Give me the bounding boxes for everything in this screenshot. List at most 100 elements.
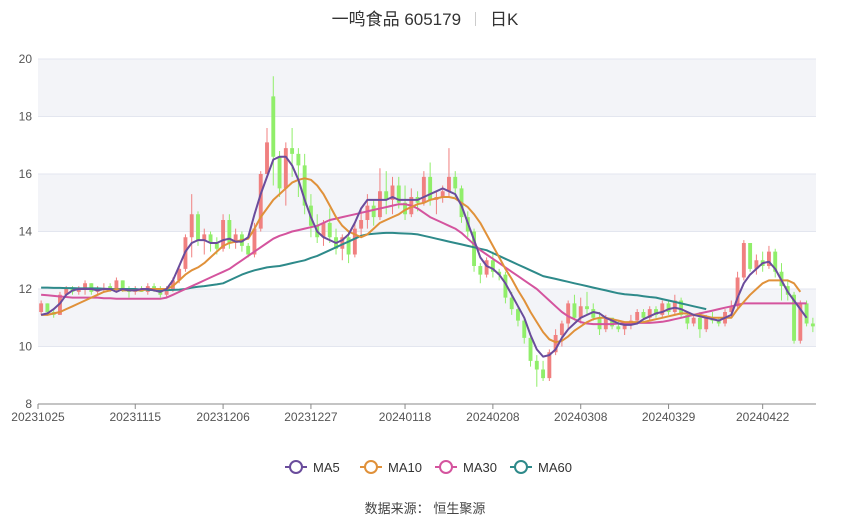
candle-body (252, 228, 257, 255)
candle-body (534, 360, 539, 370)
candle-body (585, 306, 589, 310)
candle-body (321, 222, 326, 238)
candle-body (447, 176, 451, 192)
candle-body (685, 314, 690, 324)
candle-body (547, 352, 552, 379)
y-tick-label: 12 (19, 282, 33, 296)
candle-body (83, 283, 88, 289)
candle-body (189, 214, 194, 238)
candle-body (352, 228, 357, 255)
candle-body (114, 280, 119, 289)
candle-body (428, 176, 433, 200)
candle-body (120, 280, 125, 289)
candle-body (327, 222, 332, 238)
grid-band (38, 174, 816, 232)
candle-body (541, 369, 546, 379)
candle-body (798, 303, 803, 341)
candle-body (258, 174, 263, 229)
period-label: 日K (490, 10, 519, 29)
candle-body (641, 312, 646, 318)
candle-body (566, 303, 571, 324)
candle-body (490, 260, 495, 272)
candle-body (754, 260, 759, 269)
candle-body (440, 191, 445, 197)
legend-label: MA30 (463, 460, 497, 475)
candle-body (403, 202, 407, 215)
candle-body (729, 306, 734, 312)
grid-band (38, 59, 816, 117)
candle-body (58, 294, 62, 315)
candle-body (340, 237, 345, 249)
candle-body (196, 214, 200, 241)
candle-body (227, 220, 232, 243)
candle-body (170, 280, 175, 289)
x-tick-label: 20231206 (196, 410, 250, 424)
legend-marker (439, 460, 453, 474)
candle-body (64, 289, 69, 295)
candle-body (202, 234, 207, 241)
candle-body (691, 317, 696, 324)
candle-body (478, 266, 483, 275)
candle-body (528, 337, 533, 361)
title-separator (475, 12, 477, 26)
candle-body (45, 303, 50, 312)
candle-body (647, 309, 652, 318)
candle-body (748, 243, 753, 269)
legend-marker (364, 460, 378, 474)
candle-body (804, 303, 809, 324)
candle-body (108, 286, 113, 289)
candle-body (497, 271, 502, 275)
candle-body (152, 286, 157, 289)
candle-body (164, 289, 169, 295)
candle-body (522, 320, 527, 338)
candle-body (660, 303, 665, 315)
y-tick-label: 20 (19, 52, 33, 66)
candle-body (384, 191, 389, 200)
stock-title: 一鸣食品 605179 (331, 10, 462, 29)
candle-body (792, 294, 796, 341)
candle-body (296, 153, 301, 166)
y-tick-label: 18 (19, 110, 33, 124)
candle-body (208, 234, 213, 243)
candle-body (553, 335, 558, 353)
source-provider: 恒生聚源 (433, 501, 486, 516)
candle-body (472, 231, 477, 266)
candle-body (503, 274, 508, 298)
legend-label: MA60 (538, 460, 572, 475)
x-tick-label: 20240308 (554, 410, 608, 424)
candle-body (246, 245, 251, 255)
ma5-line (40, 155, 808, 358)
candle-body (346, 237, 351, 255)
x-tick-label: 20231115 (109, 410, 161, 424)
candle-body (277, 156, 282, 189)
legend-marker (289, 460, 303, 474)
candle-body (679, 300, 684, 315)
candle-body (453, 176, 458, 189)
candle-body (377, 191, 382, 218)
source-label: 数据来源： (364, 501, 430, 516)
candle-body (704, 317, 709, 330)
y-tick-label: 8 (25, 397, 32, 411)
x-tick-label: 20240118 (379, 410, 432, 424)
candle-body (283, 148, 288, 189)
legend-label: MA5 (313, 460, 340, 475)
candle-body (616, 326, 621, 330)
candle-body (766, 251, 771, 266)
candle-body (735, 277, 740, 307)
candle-body (622, 323, 627, 330)
candle-body (365, 205, 370, 220)
candle-body (509, 297, 514, 310)
candle-body (214, 243, 219, 249)
x-tick-label: 20240329 (642, 410, 696, 424)
candle-body (810, 323, 815, 327)
candle-body (371, 205, 376, 218)
candle-body (559, 323, 564, 335)
legend-marker (514, 460, 528, 474)
candle-body (773, 251, 778, 272)
candle-body (741, 243, 746, 278)
y-tick-label: 10 (19, 340, 33, 354)
candle-body (421, 176, 426, 203)
candle-body (697, 317, 702, 330)
data-source: 数据来源： 恒生聚源 (0, 498, 850, 517)
